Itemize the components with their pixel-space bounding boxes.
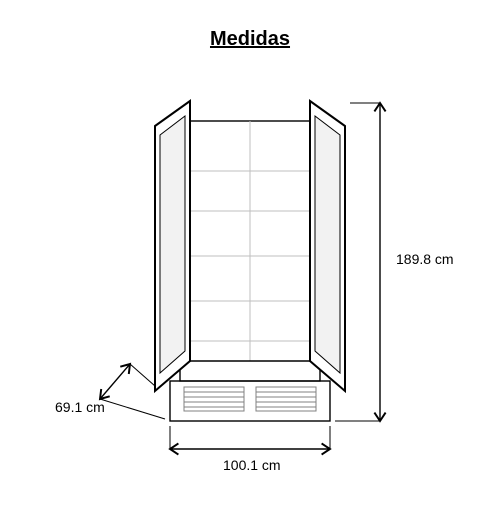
door-right bbox=[310, 101, 345, 391]
dim-width bbox=[170, 426, 330, 449]
height-label: 189.8 cm bbox=[396, 251, 454, 267]
diagram-stage: 189.8 cm 100.1 cm 69.1 cm bbox=[0, 61, 500, 481]
width-label: 100.1 cm bbox=[223, 457, 281, 473]
vent-left bbox=[184, 387, 244, 411]
depth-label: 69.1 cm bbox=[55, 399, 105, 415]
page-title: Medidas bbox=[0, 28, 500, 51]
vent-right bbox=[256, 387, 316, 411]
door-left bbox=[155, 101, 190, 391]
dimension-diagram bbox=[0, 61, 500, 481]
